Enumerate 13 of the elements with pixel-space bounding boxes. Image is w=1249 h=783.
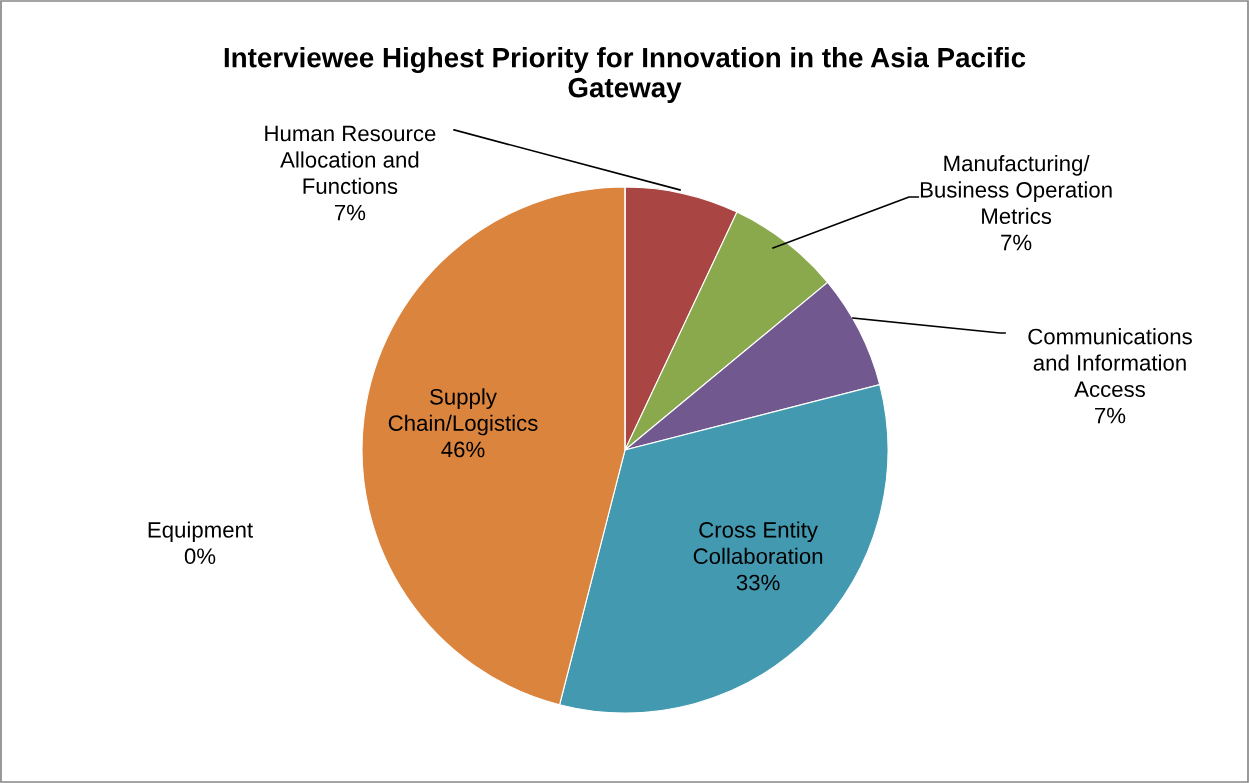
slice-label: Cross Entity Collaboration bbox=[693, 521, 823, 565]
chart-title: Interviewee Highest Priority for Innovation in the Asia Pacific Gateway bbox=[224, 47, 1026, 103]
slice-label: Human Resource Allocation and Functions bbox=[265, 125, 436, 195]
data-label: 7% bbox=[334, 204, 366, 221]
slice-label: Supply Chain/Logistics bbox=[388, 388, 538, 436]
data-label: 46% bbox=[441, 441, 485, 458]
slice-label: Communications and Information Access bbox=[1028, 328, 1192, 398]
data-label: 33% bbox=[736, 574, 780, 591]
text: 0% bbox=[184, 548, 216, 565]
data-label: 7% bbox=[1001, 234, 1032, 251]
category-label: Equipment bbox=[148, 521, 253, 543]
slice-label: Manufacturing/ Business Operation Metrics bbox=[920, 155, 1112, 225]
data-label: 7% bbox=[1095, 407, 1126, 424]
